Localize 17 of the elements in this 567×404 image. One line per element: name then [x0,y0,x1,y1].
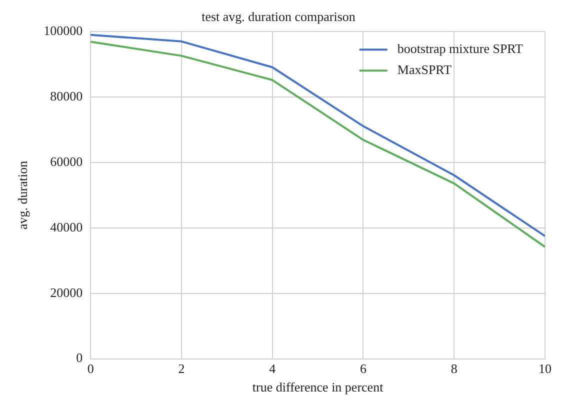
x-tick-label: 2 [178,361,185,376]
x-tick-label: 0 [87,361,94,376]
x-tick-label: 10 [538,361,552,376]
y-tick-label: 60000 [50,154,83,169]
x-tick-label: 6 [360,361,367,376]
y-tick-label: 0 [76,350,83,366]
legend-label: MaxSPRT [397,62,452,78]
y-tick-label: 80000 [50,88,83,104]
legend-label: bootstrap mixture SPRT [397,41,524,56]
x-axis-title: true difference in percent [252,380,384,395]
y-axis-title: avg. duration [15,160,30,230]
y-tick-label: 20000 [50,284,83,300]
y-tick-label: 100000 [44,23,83,38]
x-tick-label: 8 [450,361,458,376]
x-tick-label: 4 [269,361,276,376]
y-tick-label: 40000 [50,219,83,234]
chart-title: test avg. duration comparison [202,9,356,24]
